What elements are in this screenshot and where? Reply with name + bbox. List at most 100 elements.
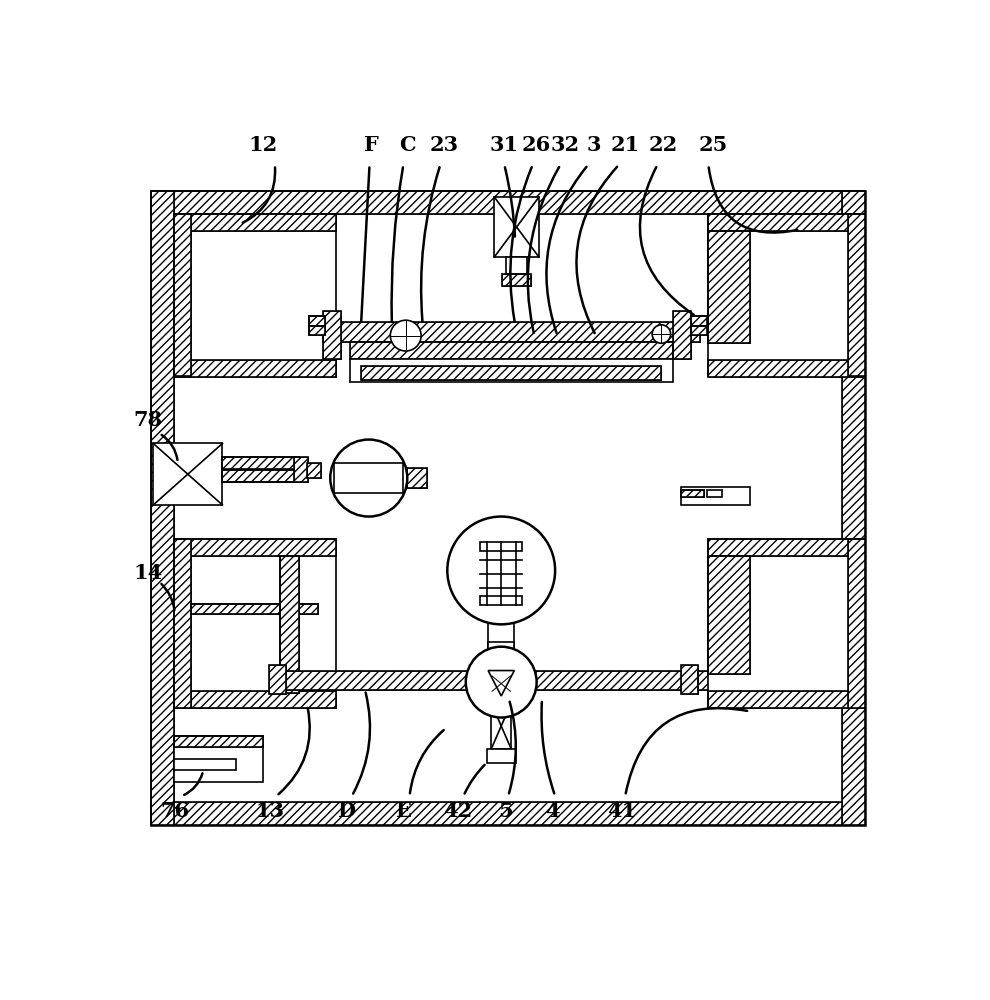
Text: D: D (337, 801, 354, 821)
Bar (191, 604, 318, 614)
Bar (268, 665, 286, 694)
Bar (708, 539, 865, 708)
Bar (310, 316, 325, 326)
Bar (310, 326, 325, 335)
Bar (488, 642, 515, 657)
Bar (323, 322, 700, 342)
Text: 13: 13 (255, 801, 285, 821)
Bar (150, 191, 865, 214)
Bar (310, 316, 325, 326)
Text: F: F (363, 135, 378, 155)
Bar (749, 665, 766, 694)
Bar (506, 257, 528, 274)
Bar (349, 342, 673, 359)
Bar (847, 214, 864, 376)
Bar (310, 316, 325, 326)
Bar (280, 556, 299, 693)
Bar (708, 231, 750, 343)
Bar (708, 556, 750, 674)
Bar (842, 191, 865, 825)
Circle shape (652, 325, 670, 343)
Bar (294, 457, 308, 482)
Bar (150, 191, 174, 825)
Bar (280, 556, 299, 693)
Bar (708, 556, 750, 674)
Bar (349, 359, 673, 382)
Bar (673, 311, 691, 359)
Bar (681, 665, 698, 694)
Bar (502, 274, 532, 286)
Bar (847, 214, 864, 376)
Bar (764, 673, 775, 688)
Bar (494, 197, 539, 257)
Bar (681, 490, 704, 497)
Bar (307, 463, 321, 478)
Bar (691, 316, 707, 326)
Bar (707, 490, 722, 497)
Bar (698, 671, 750, 690)
Text: C: C (399, 135, 416, 155)
Text: 78: 78 (134, 410, 162, 430)
Bar (502, 274, 532, 286)
Bar (174, 214, 336, 231)
Bar (153, 443, 223, 505)
Bar (307, 463, 321, 478)
Text: 25: 25 (698, 135, 728, 155)
Circle shape (465, 647, 537, 718)
Bar (174, 214, 191, 376)
Bar (335, 463, 404, 493)
Bar (681, 665, 698, 694)
Bar (223, 457, 299, 469)
Text: 3: 3 (586, 135, 601, 155)
Bar (294, 457, 308, 482)
Bar (708, 691, 865, 708)
Bar (487, 749, 516, 763)
Bar (174, 214, 336, 376)
Text: 76: 76 (160, 801, 189, 821)
Bar (708, 231, 750, 343)
Text: 42: 42 (443, 801, 472, 821)
Bar (764, 673, 775, 688)
Bar (749, 665, 766, 694)
Text: 41: 41 (607, 801, 636, 821)
Bar (708, 231, 750, 343)
Bar (681, 490, 704, 497)
Bar (361, 366, 661, 380)
Bar (223, 457, 299, 469)
Bar (491, 703, 511, 749)
Bar (691, 326, 707, 335)
Bar (174, 736, 262, 782)
Bar (174, 736, 262, 747)
Bar (488, 605, 515, 667)
Bar (708, 539, 865, 556)
Bar (708, 214, 865, 231)
Text: 23: 23 (430, 135, 458, 155)
Bar (847, 539, 864, 708)
Bar (174, 214, 191, 376)
Text: 14: 14 (134, 563, 162, 583)
Bar (174, 539, 336, 556)
Bar (681, 490, 704, 497)
Bar (275, 671, 691, 690)
Bar (275, 671, 691, 690)
Bar (174, 539, 336, 556)
Bar (150, 802, 865, 825)
Bar (191, 604, 318, 614)
Bar (681, 487, 750, 505)
Bar (323, 311, 341, 359)
Text: 5: 5 (498, 801, 513, 821)
Bar (174, 759, 236, 770)
Bar (698, 671, 750, 690)
Bar (488, 642, 515, 657)
Bar (691, 326, 707, 335)
Bar (708, 556, 750, 674)
Circle shape (390, 320, 421, 351)
Bar (691, 326, 707, 335)
Bar (174, 214, 336, 231)
Text: 12: 12 (248, 135, 278, 155)
Bar (708, 214, 865, 231)
Bar (323, 311, 341, 359)
Bar (174, 691, 336, 708)
Bar (150, 191, 865, 214)
Bar (480, 542, 522, 551)
